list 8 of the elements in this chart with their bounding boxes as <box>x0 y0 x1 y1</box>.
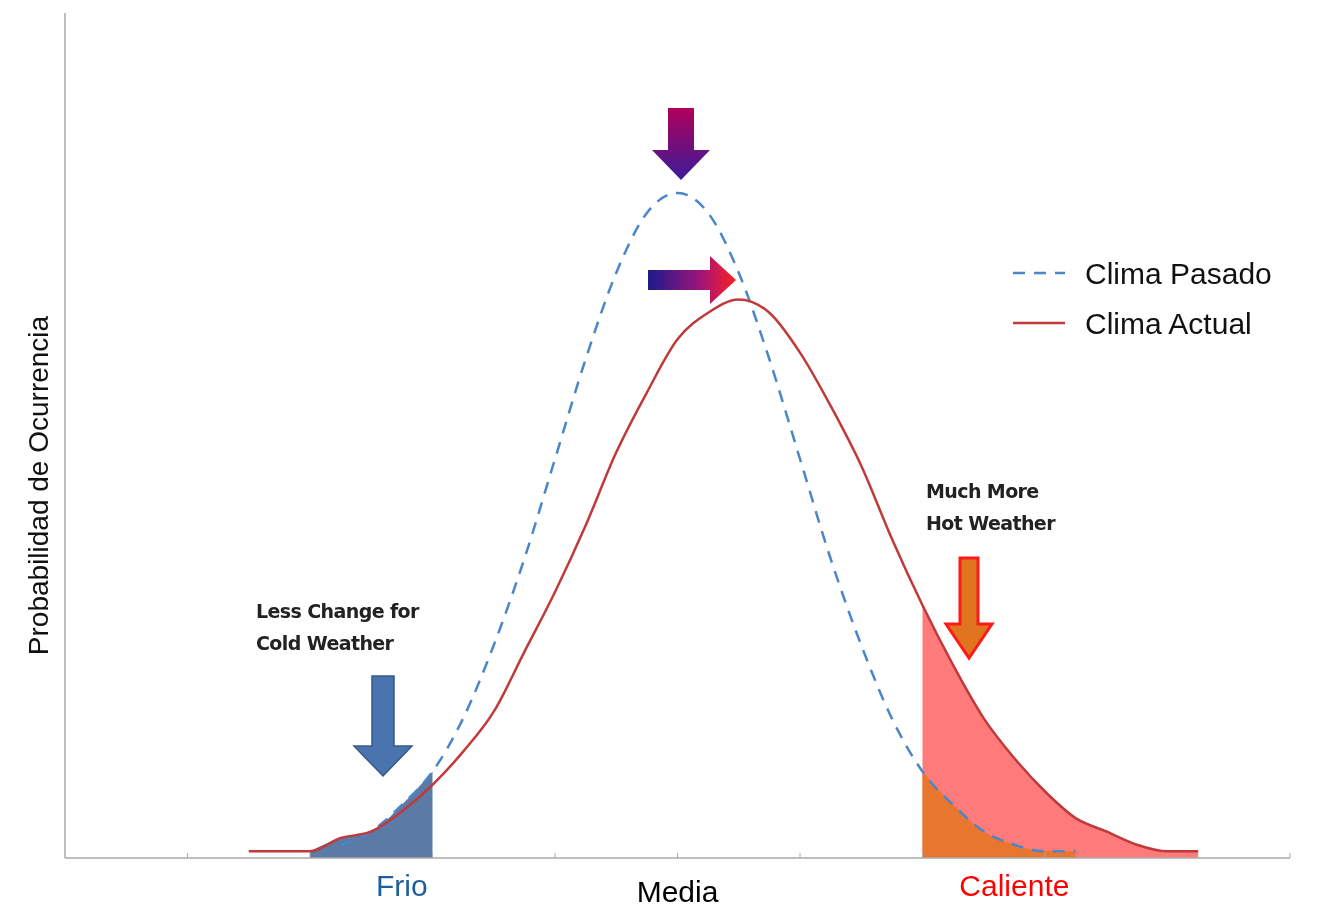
x-tick-label: Caliente <box>959 869 1070 902</box>
legend-label: Clima Pasado <box>1085 257 1272 290</box>
annotation: Much More Hot Weather <box>926 480 1057 534</box>
x-tick-label: Frio <box>376 869 428 902</box>
legend-label: Clima Actual <box>1085 307 1252 340</box>
y-axis-title: Probabilidad de Ocurrencia <box>23 315 54 656</box>
annotation: Less Change for Cold Weather <box>256 600 421 654</box>
x-tick-label: Media <box>636 875 719 908</box>
